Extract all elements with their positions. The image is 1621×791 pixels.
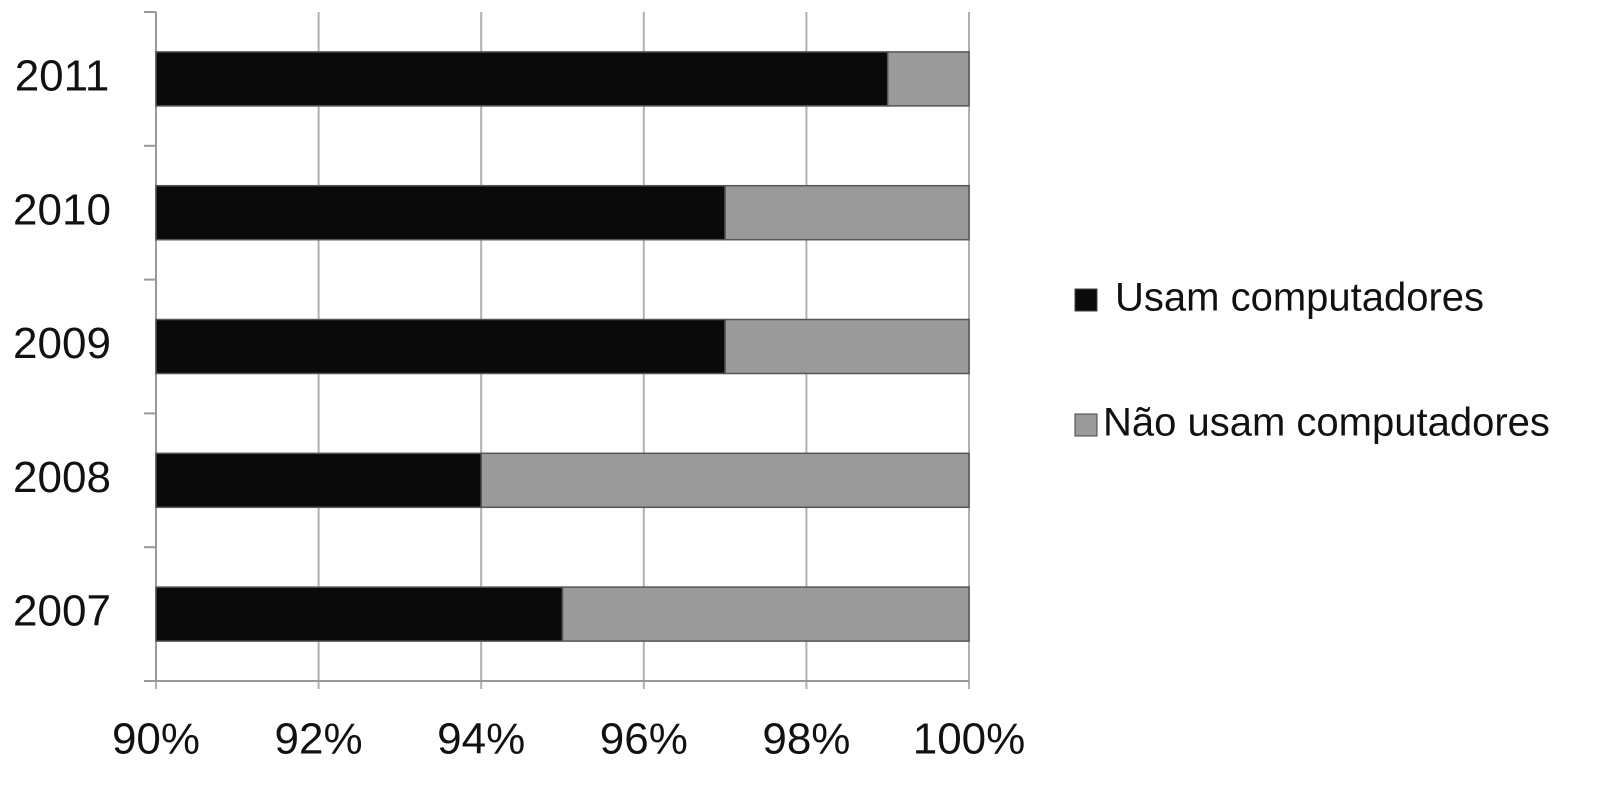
bar-segment	[724, 318, 970, 375]
x-tick-label: 92%	[275, 715, 363, 764]
y-tick-label: 2008	[13, 453, 111, 502]
legend-swatch	[1074, 288, 1098, 312]
bar-segment	[155, 318, 726, 375]
bar-segment	[724, 184, 970, 241]
bar-segment	[155, 452, 482, 509]
bar-segment	[155, 184, 726, 241]
y-tick-label: 2007	[13, 587, 111, 636]
y-tick-label: 2011	[15, 52, 110, 101]
bar-segment	[886, 51, 970, 107]
bar-segment	[155, 51, 889, 107]
x-tick-label: 94%	[437, 715, 525, 764]
x-tick-label: 98%	[762, 715, 850, 764]
y-tick-label: 2009	[13, 319, 111, 368]
legend-label: Não usam computadores	[1103, 401, 1550, 445]
bar-segment	[480, 452, 970, 509]
x-tick-label: 100%	[913, 715, 1026, 764]
bar-segment	[155, 586, 564, 642]
legend-swatch	[1074, 413, 1098, 437]
x-tick-label: 90%	[112, 715, 200, 764]
bar-segment	[561, 586, 970, 642]
x-tick-label: 96%	[600, 715, 688, 764]
y-tick-label: 2010	[13, 185, 111, 234]
legend-label: Usam computadores	[1115, 276, 1484, 320]
